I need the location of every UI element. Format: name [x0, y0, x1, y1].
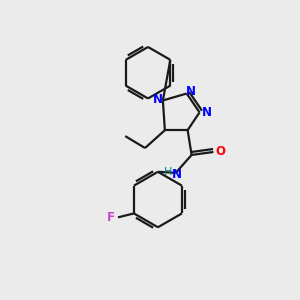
Text: N: N — [186, 85, 196, 98]
Text: N: N — [202, 106, 212, 119]
Text: O: O — [215, 146, 225, 158]
Text: F: F — [107, 211, 115, 224]
Text: N: N — [172, 168, 182, 181]
Text: N: N — [153, 93, 163, 106]
Text: H: H — [164, 167, 172, 177]
